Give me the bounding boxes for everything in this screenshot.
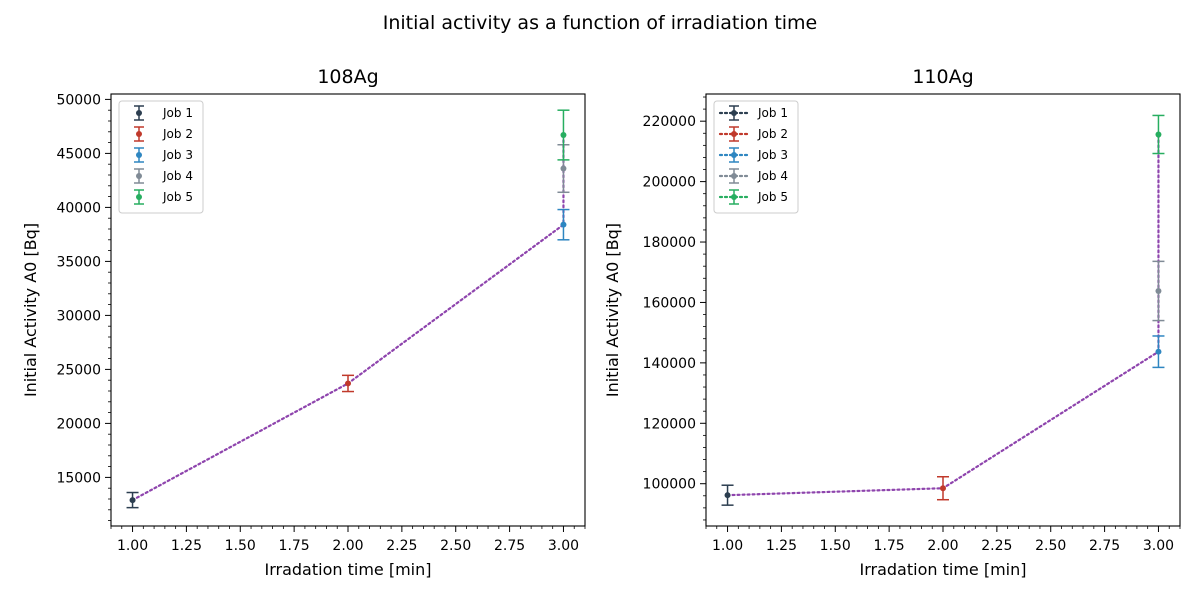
data-point bbox=[560, 132, 567, 139]
legend-marker bbox=[136, 152, 142, 158]
legend-label: Job 2 bbox=[162, 127, 193, 141]
panel-title: 110Ag bbox=[912, 66, 973, 88]
legend-marker bbox=[731, 131, 737, 137]
data-point bbox=[345, 380, 351, 387]
x-tick-label: 2.00 bbox=[927, 538, 958, 554]
x-tick-label: 2.75 bbox=[494, 538, 525, 554]
panel-1: 108Ag 1.00 1.25 1.50 1.75 2.00 2.25 2.50 2.75 3.0… bbox=[21, 66, 586, 579]
x-tick-label: 1.25 bbox=[766, 538, 797, 554]
legend-marker bbox=[136, 173, 142, 179]
legend-label: Job 4 bbox=[162, 169, 193, 183]
legend-label: Job 4 bbox=[757, 169, 788, 183]
y-axis-label: Initial Activity A0 [Bq] bbox=[21, 223, 40, 397]
y-tick-label: 35000 bbox=[56, 254, 101, 270]
legend-label: Job 1 bbox=[757, 106, 788, 120]
data-point bbox=[129, 497, 136, 504]
data-point bbox=[1155, 287, 1162, 294]
x-axis-label: Irradation time [min] bbox=[265, 560, 432, 579]
legend-marker bbox=[136, 110, 142, 116]
x-tick-label: 1.50 bbox=[820, 538, 851, 554]
legend-label: Job 3 bbox=[757, 148, 788, 162]
data-point bbox=[1155, 131, 1162, 138]
y-tick-label: 140000 bbox=[643, 356, 696, 372]
y-tick-label: 45000 bbox=[56, 146, 101, 162]
legend-box bbox=[713, 100, 799, 214]
x-tick-label: 1.75 bbox=[279, 538, 310, 554]
x-tick-label: 3.00 bbox=[1143, 538, 1174, 554]
y-tick-label: 120000 bbox=[643, 416, 696, 432]
x-tick-label: 1.25 bbox=[171, 538, 202, 554]
legend-marker bbox=[731, 152, 737, 158]
x-tick-label: 1.00 bbox=[117, 538, 148, 554]
panel-title: 108Ag bbox=[317, 66, 378, 88]
x-tick-label: 2.50 bbox=[440, 538, 471, 554]
legend-marker bbox=[731, 110, 737, 116]
panel-2: 110Ag 1.00 1.25 1.50 1.75 2.00 2.25 2.50 2.75 3.0… bbox=[603, 66, 1181, 579]
legend-marker bbox=[136, 131, 142, 137]
y-tick-label: 160000 bbox=[643, 295, 696, 311]
x-axis-label: Irradation time [min] bbox=[860, 560, 1027, 579]
x-tick-label: 2.75 bbox=[1089, 538, 1120, 554]
legend-box bbox=[118, 100, 204, 214]
legend-label: Job 5 bbox=[757, 190, 788, 204]
y-tick-label: 15000 bbox=[56, 470, 101, 486]
legend-label: Job 3 bbox=[162, 148, 193, 162]
legend-label: Job 5 bbox=[162, 190, 193, 204]
y-tick-label: 100000 bbox=[643, 477, 696, 493]
y-tick-label: 40000 bbox=[56, 200, 101, 216]
legend-marker bbox=[136, 194, 142, 200]
y-tick-label: 220000 bbox=[643, 114, 696, 130]
y-tick-label: 30000 bbox=[56, 308, 101, 324]
data-point bbox=[560, 165, 567, 172]
y-axis-label: Initial Activity A0 [Bq] bbox=[603, 223, 622, 397]
data-point bbox=[1155, 348, 1162, 355]
data-point bbox=[560, 221, 567, 228]
legend-label: Job 2 bbox=[757, 127, 788, 141]
y-tick-label: 20000 bbox=[56, 416, 101, 432]
y-tick-label: 200000 bbox=[643, 175, 696, 191]
data-point bbox=[724, 492, 731, 499]
x-tick-label: 2.00 bbox=[332, 538, 363, 554]
y-tick-label: 25000 bbox=[56, 362, 101, 378]
legend-marker bbox=[731, 194, 737, 200]
legend-label: Job 1 bbox=[162, 106, 193, 120]
y-tick-label: 50000 bbox=[56, 92, 101, 108]
x-tick-label: 3.00 bbox=[548, 538, 579, 554]
x-tick-label: 2.50 bbox=[1035, 538, 1066, 554]
x-tick-label: 1.75 bbox=[874, 538, 905, 554]
legend-marker bbox=[731, 173, 737, 179]
data-point bbox=[940, 485, 946, 492]
figure-title: Initial activity as a function of irradi… bbox=[383, 12, 818, 34]
x-tick-label: 2.25 bbox=[386, 538, 417, 554]
x-tick-label: 2.25 bbox=[981, 538, 1012, 554]
x-tick-label: 1.50 bbox=[225, 538, 256, 554]
y-tick-label: 180000 bbox=[643, 235, 696, 251]
x-tick-label: 1.00 bbox=[712, 538, 743, 554]
